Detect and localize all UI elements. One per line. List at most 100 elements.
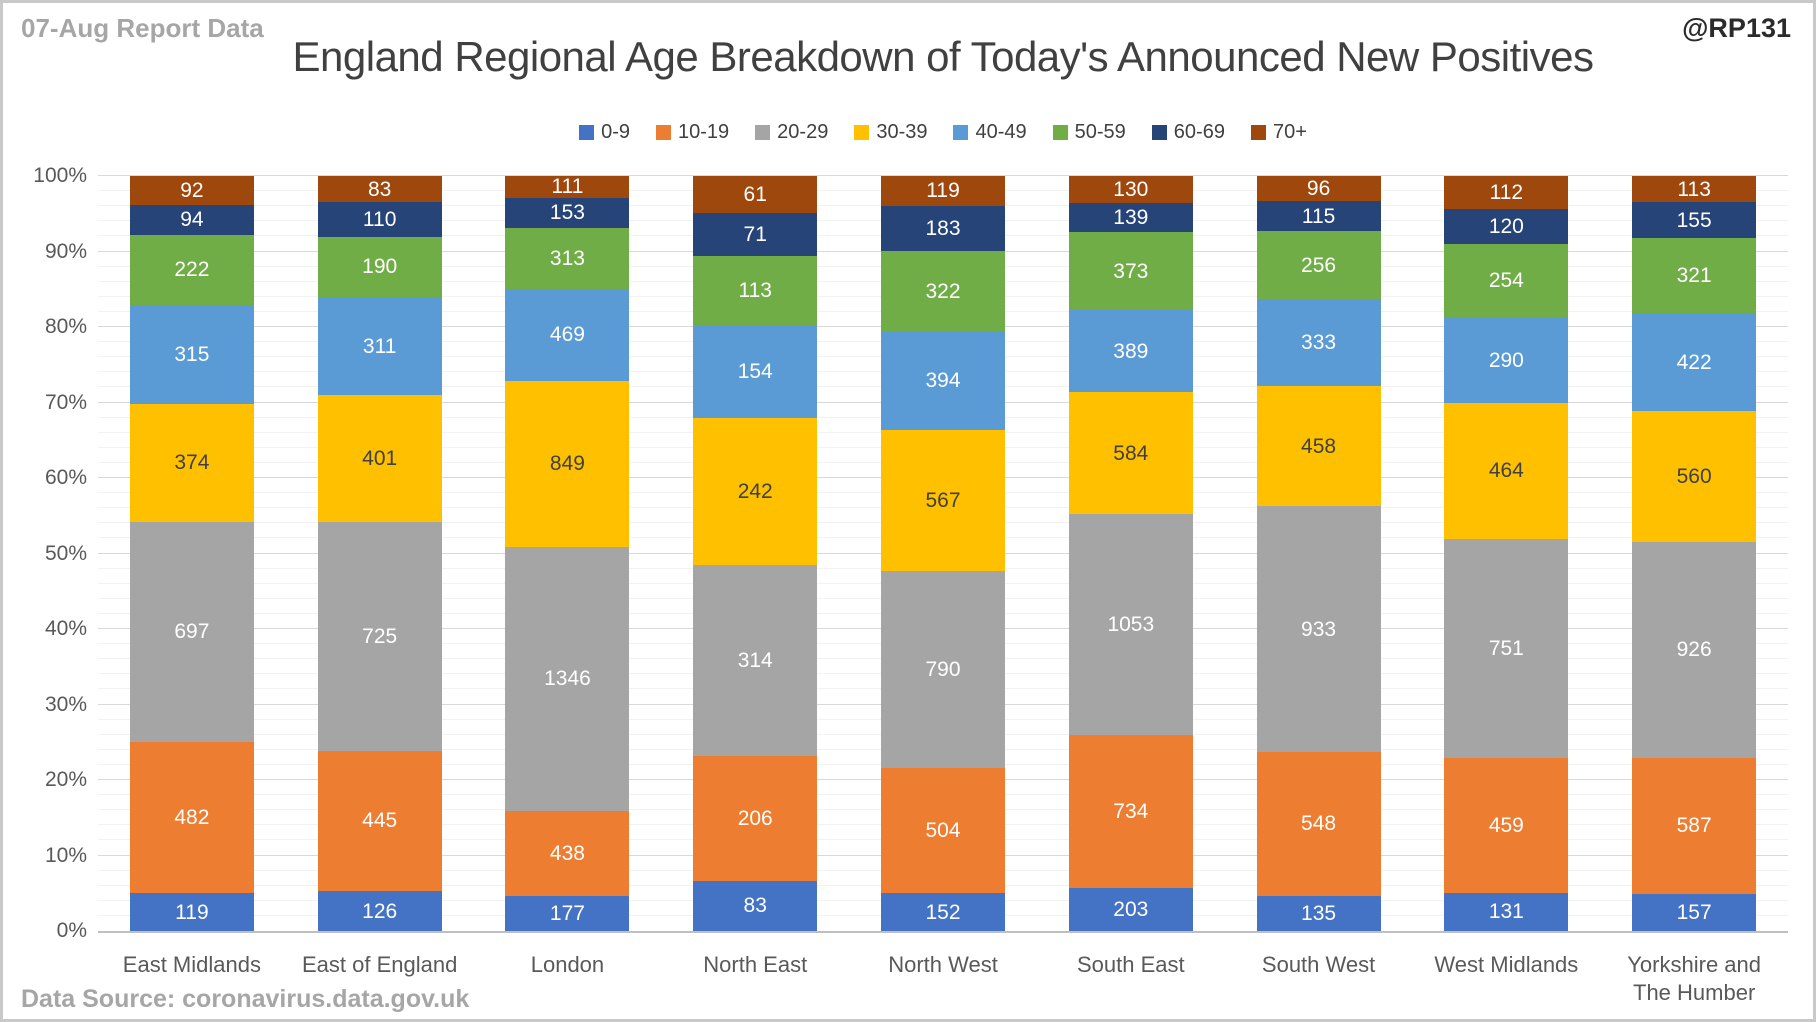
bar-segment-60-69: 153 [505,197,630,228]
bar-segment-30-39: 560 [1632,411,1757,542]
segment-value-label: 374 [174,451,210,475]
stacked-bar: 61 71 113 154 242 314 206 83 [693,176,818,931]
stacked-bar: 111 153 313 469 849 1346 438 177 [505,175,630,931]
stacked-bar: 83 110 190 311 401 725 445 126 [317,176,442,931]
legend-label: 70+ [1272,121,1307,143]
segment-value-label: 190 [362,255,398,279]
bar-segment-10-19: 504 [881,767,1006,894]
segment-value-label: 131 [1488,900,1524,924]
y-axis-label-70: 70% [44,390,87,414]
bar-segment-30-39: 401 [317,395,442,522]
bars-container: 92 94 222 315 374 697 482 119 83 110 190 311 401 725 4… [98,176,1788,931]
x-axis-label-west-midlands: West Midlands [1434,952,1579,977]
bar-segment-50-59: 190 [317,236,442,297]
segment-value-label: 112 [1489,180,1524,204]
bar-segment-40-49: 422 [1632,313,1757,412]
y-axis-label-0: 0% [56,919,87,942]
segment-value-label: 422 [1676,350,1712,374]
segment-value-label: 83 [743,894,767,918]
legend-item-50-59: 50-59 [1052,121,1126,144]
bar-segment-60-69: 155 [1632,202,1757,239]
bar-segment-10-19: 206 [693,755,818,881]
bar-segment-20-29: 1053 [1068,514,1193,735]
bar-segment-10-19: 734 [1068,734,1193,889]
stacked-bar: 130 139 373 389 584 1053 734 203 [1068,176,1193,931]
legend-item-20-29: 20-29 [755,121,828,144]
x-axis-label-south-west: South West [1261,952,1376,977]
segment-value-label: 373 [1113,259,1149,283]
bar-segment-70-: 83 [317,176,442,203]
segment-value-label: 120 [1488,214,1524,238]
bar-column-north-east: 61 71 113 154 242 314 206 83 [661,176,849,931]
bar-segment-30-39: 849 [505,380,630,547]
x-axis-label-south-east: South East [1076,952,1185,977]
segment-value-label: 548 [1301,812,1337,836]
bar-segment-30-39: 464 [1444,402,1569,539]
bar-segment-10-19: 587 [1632,757,1757,895]
segment-value-label: 139 [1113,206,1149,230]
segment-value-label: 222 [174,258,210,282]
bar-segment-0-9: 131 [1444,892,1569,931]
report-date-label: 07-Aug Report Data [21,13,264,43]
bar-column-east-midlands: 92 94 222 315 374 697 482 119 [98,176,286,931]
segment-value-label: 482 [174,805,210,829]
bar-segment-30-39: 242 [693,418,818,565]
x-axis-label-yorkshire-and-the-humber: Yorkshire and The Humber [1627,952,1761,1005]
bar-segment-40-49: 333 [1256,298,1381,387]
bar-column-north-west: 119 183 322 394 567 790 504 152 [849,176,1037,931]
segment-value-label: 126 [362,899,398,923]
segment-value-label: 115 [1301,204,1336,228]
segment-value-label: 92 [180,179,204,202]
bar-segment-60-69: 94 [129,205,254,235]
bar-segment-70-: 111 [505,175,630,199]
legend-swatch-60-69 [1151,125,1167,140]
segment-value-label: 584 [1113,441,1149,465]
x-axis-label-east-of-england: East of England [302,952,458,977]
data-source: Data Source: coronavirus.data.gov.uk [21,985,470,1013]
legend-label: 30-39 [876,121,928,143]
segment-value-label: 464 [1488,459,1524,483]
segment-value-label: 1053 [1107,612,1155,636]
segment-value-label: 130 [1113,178,1149,202]
stacked-bar: 112 120 254 290 464 751 459 131 [1444,176,1569,931]
bar-segment-10-19: 459 [1444,758,1569,893]
bar-segment-0-9: 177 [505,896,630,931]
legend-label: 50-59 [1074,121,1126,143]
segment-value-label: 926 [1676,638,1712,662]
stacked-bar: 119 183 322 394 567 790 504 152 [881,176,1006,931]
author-handle: @RP131 [1682,13,1791,43]
segment-value-label: 560 [1676,465,1712,489]
bar-segment-70-: 113 [1632,176,1757,203]
bar-segment-50-59: 222 [129,234,254,305]
segment-value-label: 94 [180,208,204,232]
segment-value-label: 697 [174,620,210,644]
segment-value-label: 242 [737,480,773,504]
segment-value-label: 321 [1676,264,1712,288]
stacked-bar: 92 94 222 315 374 697 482 119 [129,176,254,931]
bar-segment-10-19: 482 [129,741,254,894]
bar-segment-40-49: 389 [1068,310,1193,392]
bar-segment-0-9: 126 [317,891,442,931]
bar-segment-20-29: 926 [1632,541,1757,758]
segment-value-label: 933 [1301,617,1337,641]
bar-segment-60-69: 120 [1444,208,1569,244]
bar-segment-20-29: 790 [881,570,1006,768]
bar-segment-20-29: 1346 [505,547,630,811]
bar-column-yorkshire-and-the-humber: 113 155 321 422 560 926 587 157 [1600,176,1788,931]
segment-value-label: 71 [743,223,767,247]
y-axis-label-90: 90% [44,239,87,263]
segment-value-label: 469 [549,323,585,347]
chart-legend: 0-9 10-19 20-29 30-39 40-49 50-59 60-69 70+ [98,121,1788,144]
bar-column-south-west: 96 115 256 333 458 933 548 135 [1225,176,1413,931]
segment-value-label: 1346 [544,667,591,691]
bar-column-west-midlands: 112 120 254 290 464 751 459 131 [1412,176,1600,931]
bar-segment-60-69: 183 [881,205,1006,252]
segment-value-label: 119 [175,900,209,924]
segment-value-label: 401 [362,446,398,470]
segment-value-label: 111 [551,175,584,199]
segment-value-label: 203 [1113,898,1149,922]
bar-segment-20-29: 725 [317,521,442,751]
legend-swatch-30-39 [854,125,870,140]
legend-item-0-9: 0-9 [579,121,630,144]
y-axis-label-80: 80% [44,315,87,338]
